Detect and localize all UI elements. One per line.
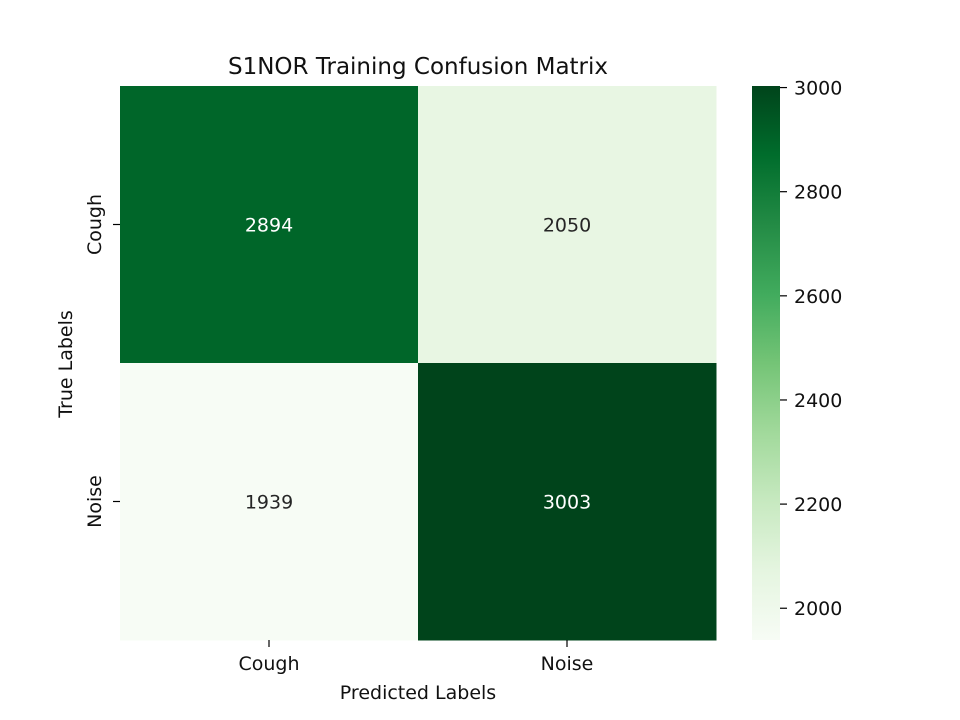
y-axis-ticks: Cough Noise	[84, 194, 120, 528]
colorbar-tick-label: 2000	[794, 598, 842, 620]
heatmap-cells: 2894 2050 1939 3003	[120, 86, 717, 641]
y-tick-label: Cough	[84, 194, 106, 255]
x-tick-label: Noise	[541, 653, 594, 675]
heatmap-cell	[418, 363, 717, 641]
y-tick-label: Noise	[84, 475, 106, 528]
colorbar	[752, 86, 780, 640]
heatmap-cell	[120, 86, 419, 364]
chart-title: S1NOR Training Confusion Matrix	[228, 54, 608, 80]
y-axis-label: True Labels	[55, 310, 77, 419]
colorbar-tick-label: 2200	[794, 494, 842, 516]
cell-value-label: 2894	[245, 215, 293, 237]
colorbar-tick-label: 2400	[794, 390, 842, 412]
x-axis-label: Predicted Labels	[340, 682, 496, 704]
cell-value-label: 1939	[245, 492, 293, 514]
colorbar-tick-label: 2600	[794, 286, 842, 308]
x-axis-ticks: Cough Noise	[238, 640, 593, 675]
heatmap-cell	[120, 363, 419, 641]
x-tick-label: Cough	[238, 653, 299, 675]
cell-value-label: 3003	[543, 492, 591, 514]
cell-value-label: 2050	[543, 215, 591, 237]
colorbar-tick-label: 2800	[794, 182, 842, 204]
colorbar-ticks: 3000 2800 2600 2400 2200 2000	[780, 78, 842, 620]
colorbar-tick-label: 3000	[794, 78, 842, 100]
heatmap-cell	[418, 86, 717, 364]
